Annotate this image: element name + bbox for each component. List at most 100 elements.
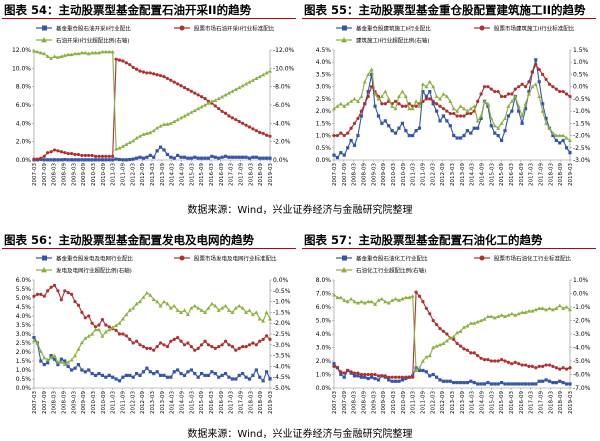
data-point (52, 283, 57, 287)
data-point (441, 114, 446, 118)
data-point (564, 305, 569, 309)
data-point (237, 346, 241, 350)
x-tick-label: 2008-03 (352, 163, 358, 186)
data-point (540, 109, 545, 113)
legend-entry: 基金重仓股石油化工行业配比 (336, 255, 428, 263)
x-tick-label: 2013-09 (460, 163, 466, 186)
data-point (458, 344, 463, 348)
series-line (33, 50, 271, 150)
data-point (244, 310, 249, 314)
data-point (496, 133, 500, 138)
data-point (558, 367, 562, 371)
data-point (568, 151, 572, 155)
data-point (73, 366, 77, 370)
data-point (220, 373, 224, 377)
data-point (134, 301, 139, 306)
data-point (138, 373, 142, 377)
data-point (376, 378, 381, 382)
legend-entry: 股票市场发电及电网行业标准配比 (174, 255, 277, 263)
data-point (151, 128, 156, 133)
data-point (172, 370, 176, 374)
data-point (63, 151, 67, 155)
data-point (468, 106, 473, 111)
y2-tick-label: -5.0% (273, 385, 291, 392)
data-point (363, 372, 367, 377)
data-point (339, 131, 343, 135)
data-point (342, 133, 346, 138)
data-point (499, 381, 504, 385)
title-rule (2, 248, 296, 249)
y-tick-label: 1.0% (16, 367, 32, 374)
data-point (185, 112, 190, 116)
x-tick-label: 2018-03 (248, 163, 254, 186)
chart-title: 图表 56：主动股票型基金配置发电及电网的趋势 (4, 233, 255, 247)
data-point (189, 306, 194, 310)
x-tick-label: 2011-09 (421, 391, 427, 414)
data-point (93, 158, 98, 162)
data-point (462, 347, 466, 351)
data-point (210, 370, 214, 374)
data-point (66, 52, 71, 57)
data-point (199, 308, 204, 312)
data-point (244, 375, 248, 379)
data-point (52, 158, 57, 162)
data-point (342, 375, 346, 379)
data-point (452, 111, 456, 116)
data-point (540, 306, 545, 310)
x-tick-label: 2009-09 (81, 391, 87, 414)
data-point (90, 332, 95, 336)
data-point (264, 156, 269, 160)
data-point (247, 125, 252, 129)
x-tick-label: 2018-03 (248, 391, 254, 414)
data-point (251, 341, 255, 345)
data-point (39, 156, 43, 160)
data-point (135, 67, 139, 71)
y2-tick-label: -7.0% (573, 385, 591, 392)
x-tick-label: 2017-03 (529, 391, 535, 414)
x-tick-label: 2008-09 (62, 391, 68, 414)
data-point (485, 101, 490, 106)
series-line (33, 292, 271, 365)
data-point (42, 355, 47, 360)
data-point (479, 318, 484, 323)
data-point (469, 131, 473, 135)
data-point (496, 89, 500, 94)
data-point (117, 379, 122, 383)
data-point (97, 154, 101, 158)
x-tick-label: 2019-03 (268, 163, 274, 186)
data-point (472, 321, 477, 325)
data-point (111, 375, 115, 379)
data-point (366, 299, 371, 304)
data-point (56, 363, 60, 367)
data-point (241, 345, 245, 349)
data-point (541, 379, 545, 383)
data-point (254, 368, 258, 372)
y-tick-label: 0.0% (16, 385, 32, 392)
data-point (369, 299, 374, 304)
data-point (404, 375, 408, 379)
x-tick-label: 2017-03 (229, 391, 235, 414)
data-point (42, 51, 47, 56)
x-tick-label: 2009-03 (371, 391, 377, 414)
legend-marker (341, 267, 347, 273)
y-tick-label: 7.0% (316, 291, 332, 298)
data-point (479, 382, 483, 386)
y2-tick-label: 0.0% (273, 277, 289, 284)
data-point (489, 314, 494, 319)
legend-marker (341, 37, 347, 43)
data-point (247, 156, 252, 160)
data-point (251, 373, 255, 377)
data-point (332, 106, 336, 111)
data-point (52, 353, 57, 358)
data-point (496, 314, 501, 319)
data-point (244, 123, 248, 127)
data-point (186, 87, 190, 92)
data-point (165, 345, 169, 349)
data-point (342, 371, 346, 375)
data-point (455, 330, 460, 335)
y2-tick-label: -6.0% (273, 102, 291, 109)
data-point (179, 84, 183, 88)
y-tick-label: 4.5% (316, 47, 332, 54)
x-tick-label: 2010-03 (91, 391, 97, 414)
data-point (366, 376, 370, 381)
